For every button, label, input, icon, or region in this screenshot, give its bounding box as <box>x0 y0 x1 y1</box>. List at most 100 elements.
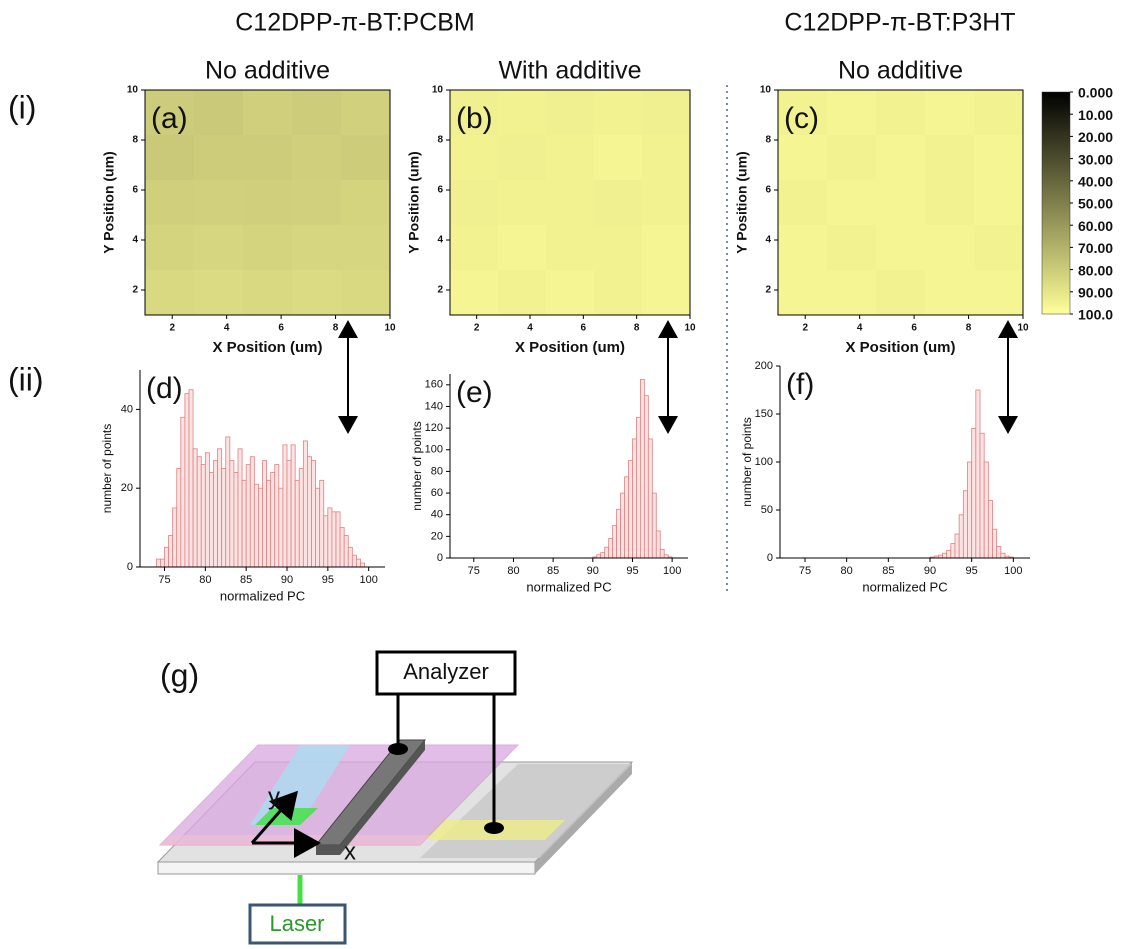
x-tick-label: 10 <box>384 323 396 334</box>
x-axis-label: normalized PC <box>862 579 947 594</box>
x-tick-label: 80 <box>841 565 853 577</box>
histogram-bar <box>971 427 977 559</box>
x-tick-label: 4 <box>527 323 533 334</box>
y-arrow <box>250 790 298 844</box>
colorbar-tick-label: 60.00 <box>1078 218 1113 234</box>
histogram-bar <box>600 552 606 559</box>
histogram-bar <box>620 492 625 559</box>
y-axis-label: Y Position (um) <box>734 151 750 253</box>
colorbar-tick-label: 20.00 <box>1078 129 1113 145</box>
histogram-bar <box>180 416 186 568</box>
histogram-bar <box>286 460 292 568</box>
histogram-bar <box>360 562 365 568</box>
histogram-bar <box>258 487 263 568</box>
colorbar-tick-label: 0.000 <box>1078 85 1113 101</box>
y-tick-label: 50 <box>761 504 773 516</box>
y-tick-label: 10 <box>432 85 444 96</box>
histogram-bar <box>188 389 194 568</box>
histogram-bar <box>241 479 247 568</box>
heatmap-cell <box>450 225 499 271</box>
subtitle: With additive <box>498 57 641 85</box>
heatmap-cell <box>145 90 195 136</box>
heatmap-cell <box>292 270 342 316</box>
column-header: C12DPP-π-BT:PCBM <box>235 9 475 37</box>
heatmap-cell <box>145 135 195 181</box>
colorbar-tick-label: 50.00 <box>1078 196 1113 212</box>
histogram-bar <box>992 528 998 559</box>
heatmap-cell <box>292 180 342 226</box>
y-tick-label: 2 <box>765 285 771 296</box>
y-tick-label: 10 <box>760 85 772 96</box>
heatmap-cell <box>594 225 643 271</box>
heatmap-cell <box>778 180 828 226</box>
analyzer-box <box>375 650 517 696</box>
histogram-bar <box>323 515 329 568</box>
x-tick-label: 4 <box>224 323 230 334</box>
x-tick-label: 75 <box>799 565 811 577</box>
heatmap-cell <box>450 270 499 316</box>
heatmap-cell <box>642 90 691 136</box>
histogram-bar <box>335 511 341 568</box>
x-tick-label: 80 <box>199 574 211 586</box>
histogram-bar <box>327 507 333 568</box>
heatmap-cell <box>778 225 828 271</box>
y-tick-label: 40 <box>431 509 443 521</box>
colorbar <box>1041 91 1071 315</box>
heatmap-cell <box>876 270 926 316</box>
histogram-bar <box>636 416 641 559</box>
x-axis-label: X Position (um) <box>515 339 625 356</box>
heatmap-cell <box>292 90 342 136</box>
histogram-bar <box>196 456 202 568</box>
x-tick-label: 10 <box>1017 323 1029 334</box>
substrate-side <box>535 762 632 874</box>
histogram-bar <box>315 487 321 568</box>
histogram-bar <box>608 538 614 559</box>
y-tick-label: 120 <box>425 422 443 434</box>
heatmap-cell <box>145 270 195 316</box>
heatmap-cell <box>145 225 195 271</box>
x-tick-label: 90 <box>281 574 293 586</box>
panel-label: (a) <box>151 102 188 135</box>
heatmap-cell <box>974 180 1024 226</box>
histogram-bar <box>647 438 653 559</box>
histogram-bar <box>659 548 665 559</box>
heatmap-cell <box>243 270 293 316</box>
histogram-bar <box>274 464 280 568</box>
y-tick-label: 2 <box>437 285 443 296</box>
histogram-bar <box>987 499 993 559</box>
heatmap-cell <box>925 225 975 271</box>
y-tick-label: 0 <box>767 552 773 564</box>
colorbar-tick-label: 70.00 <box>1078 240 1113 256</box>
x-tick-label: 75 <box>158 574 170 586</box>
histogram-bar <box>253 483 259 568</box>
histogram-bar <box>655 530 661 559</box>
x-tick-label: 6 <box>581 323 587 334</box>
y-tick-label: 0 <box>437 552 443 564</box>
heatmap-cell <box>194 270 244 316</box>
heatmap-cell <box>546 90 595 136</box>
histogram-bar <box>1000 552 1006 559</box>
x-tick-label: 2 <box>474 323 480 334</box>
heatmap-cell <box>194 225 244 271</box>
heatmap-cell <box>498 225 547 271</box>
histogram-bar <box>302 440 308 568</box>
histogram-bar <box>975 389 981 559</box>
x-tick-label: 100 <box>359 574 377 586</box>
histogram-bar <box>155 558 161 568</box>
y-tick-label: 160 <box>425 379 443 391</box>
histogram-bar <box>298 468 304 568</box>
panel-label: (e) <box>456 376 493 409</box>
histogram-bar <box>983 461 989 559</box>
histogram-bar <box>651 492 657 559</box>
x-tick-label: 2 <box>802 323 808 334</box>
heatmap-cell <box>925 180 975 226</box>
histogram-bar <box>176 468 182 568</box>
histogram-bar <box>319 479 325 568</box>
heatmap-cell <box>925 90 975 136</box>
y-tick-label: 140 <box>425 400 443 412</box>
heatmap-cell <box>642 135 691 181</box>
histogram-bar <box>164 546 169 568</box>
histogram-bar <box>356 558 361 568</box>
histogram-bar <box>294 479 300 568</box>
histogram-bar <box>213 460 218 568</box>
